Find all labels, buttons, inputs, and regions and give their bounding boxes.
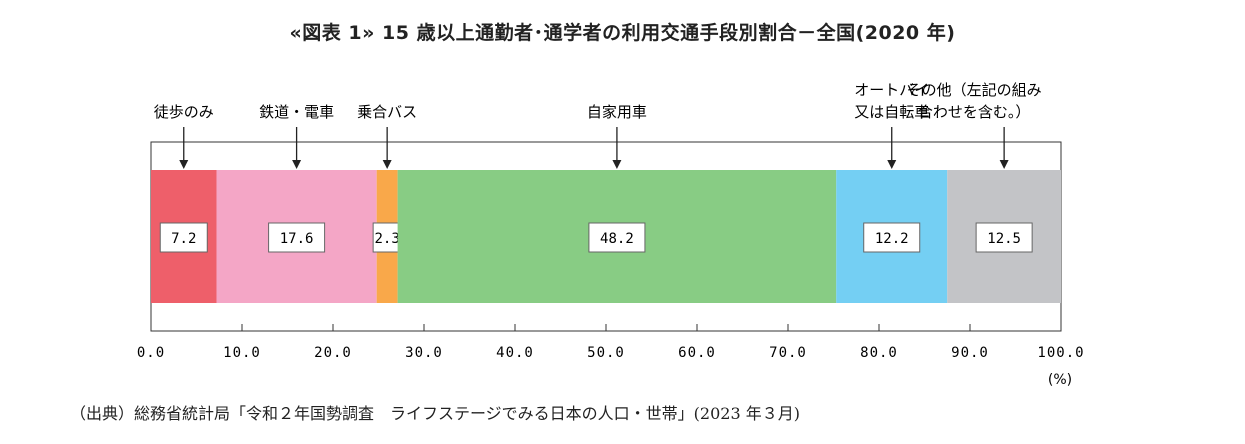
- category-label: 自家用車: [587, 103, 647, 121]
- x-tick-label: 30.0: [405, 345, 443, 361]
- category-label: 乗合バス: [357, 103, 417, 121]
- value-label: 7.2: [171, 231, 196, 247]
- category-label: オートバイ: [854, 81, 929, 99]
- category-label: 又は自転車: [854, 103, 929, 121]
- pointer-arrow-head: [612, 160, 622, 169]
- x-tick-label: 70.0: [769, 345, 807, 361]
- chart-title: «図表 1» 15 歳以上通勤者･通学者の利用交通手段別割合－全国(2020 年…: [289, 22, 956, 44]
- value-label-box: [159, 222, 208, 253]
- x-tick-label: 0.0: [137, 345, 165, 361]
- pointer-arrow-head: [382, 160, 392, 169]
- value-label-box: [975, 222, 1033, 253]
- value-label: 12.2: [875, 231, 909, 247]
- pointer-arrow-head: [292, 160, 302, 169]
- x-tick-label: 60.0: [678, 345, 716, 361]
- value-label: 48.2: [600, 231, 634, 247]
- x-tick-label: 100.0: [1037, 345, 1084, 361]
- category-label: 合わせを含む。）: [918, 103, 1031, 121]
- pointer-arrow-head: [999, 160, 1009, 169]
- value-label-box: [268, 222, 326, 253]
- value-label: 2.3: [374, 231, 399, 247]
- x-tick-label: 40.0: [496, 345, 534, 361]
- value-label: 12.5: [987, 231, 1021, 247]
- pointer-arrow-head: [887, 160, 897, 169]
- x-axis-unit: (%): [1048, 372, 1072, 388]
- pointer-arrow-head: [179, 160, 189, 169]
- x-tick-label: 20.0: [314, 345, 352, 361]
- x-tick-label: 90.0: [951, 345, 989, 361]
- source-note: （出典）総務省統計局「令和２年国勢調査 ライフステージでみる日本の人口・世帯」(…: [70, 404, 800, 423]
- value-label-box: [588, 222, 646, 253]
- category-label: 鉄道・電車: [259, 103, 334, 121]
- x-tick-label: 50.0: [587, 345, 625, 361]
- value-label-box: [863, 222, 921, 253]
- stacked-bar-chart: 7.2 17.6 2.3 48.2 12.2 12.5 徒歩のみ 鉄道・電車 乗合バス 自家用車…: [137, 81, 1084, 388]
- x-tick-label: 10.0: [223, 345, 261, 361]
- category-label: その他（左記の組み: [907, 81, 1042, 99]
- category-label: 徒歩のみ: [154, 103, 214, 121]
- x-tick-label: 80.0: [860, 345, 898, 361]
- value-label: 17.6: [280, 231, 314, 247]
